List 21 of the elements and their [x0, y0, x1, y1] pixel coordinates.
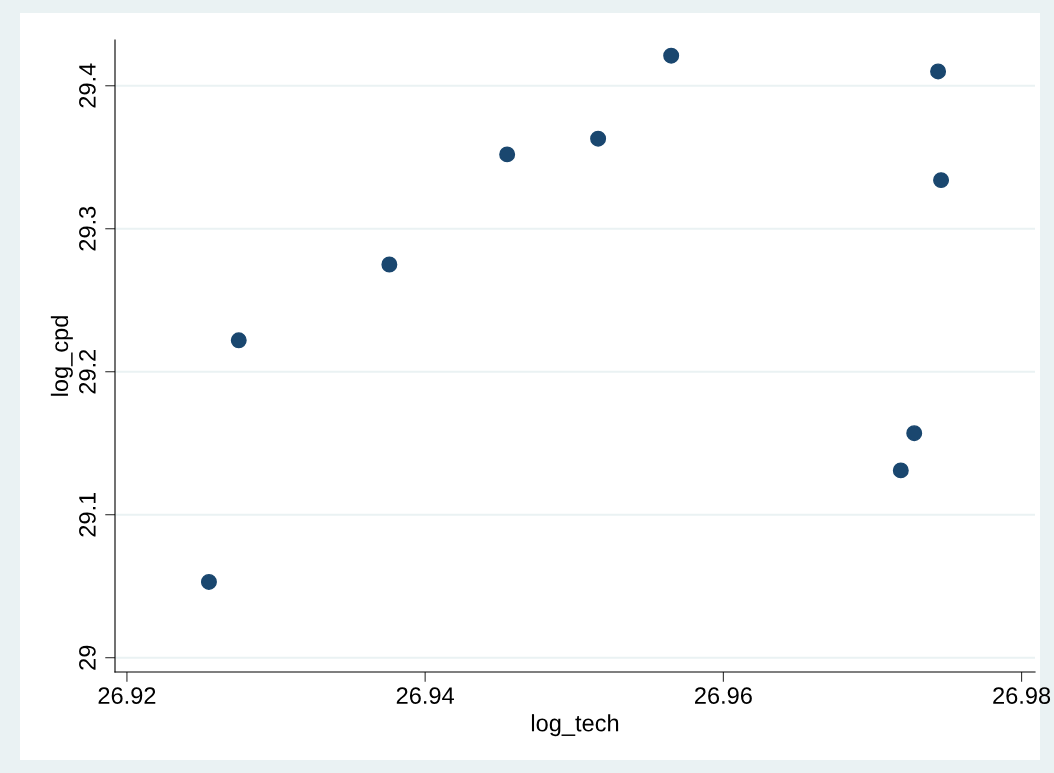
y-tick-label: 29.4 [79, 63, 96, 108]
x-axis-title: log_tech [531, 714, 619, 737]
point [663, 47, 680, 64]
x-tick-label: 26.96 [695, 687, 752, 704]
point [933, 172, 950, 189]
x-tick-label: 26.98 [993, 687, 1051, 704]
point [906, 425, 923, 442]
point [590, 130, 607, 147]
x-tick-label: 26.92 [98, 687, 156, 704]
point [381, 256, 398, 273]
point [930, 63, 947, 80]
y-tick-label: 29 [79, 645, 96, 670]
x-tick-label: 26.94 [396, 687, 454, 704]
y-axis-title: log_cpd [50, 316, 73, 396]
point [499, 146, 516, 163]
point [230, 332, 247, 349]
y-tick-label: 29.3 [79, 206, 96, 251]
point [200, 573, 217, 590]
point [892, 462, 909, 479]
y-tick-label: 29.1 [79, 492, 96, 537]
y-tick-label: 29.2 [79, 349, 96, 394]
